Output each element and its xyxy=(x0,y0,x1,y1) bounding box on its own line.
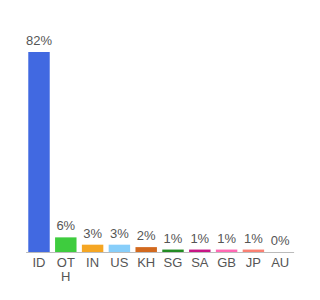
data-label: 3% xyxy=(110,226,129,241)
tick: SG xyxy=(164,255,183,270)
tick-label: OTH xyxy=(57,255,75,284)
tick: US xyxy=(110,255,128,270)
tick: JP xyxy=(246,255,261,270)
bar xyxy=(135,247,156,252)
bars xyxy=(28,52,264,252)
data-labels: 82% 6% 3% 3% 2% 1% 1% 1% 1% 0% xyxy=(26,33,290,248)
tick-label: AU xyxy=(271,255,289,270)
axis-line xyxy=(26,252,294,253)
tick: SA xyxy=(191,255,209,270)
bar xyxy=(82,245,103,252)
chart: 82% 6% 3% 3% 2% 1% 1% 1% 1% 0% ID OTH IN US KH SG SA GB JP… xyxy=(0,0,320,300)
bar xyxy=(109,245,130,252)
data-label: 6% xyxy=(56,218,75,233)
data-label: 82% xyxy=(26,33,52,48)
data-label: 1% xyxy=(244,231,263,246)
tick-label: SA xyxy=(191,255,209,270)
bar xyxy=(243,250,264,252)
tick-label: ID xyxy=(33,255,46,270)
tick: AU xyxy=(271,255,289,270)
data-label: 1% xyxy=(190,231,209,246)
tick: IN xyxy=(86,255,99,270)
data-label: 1% xyxy=(217,231,236,246)
tick-label: US xyxy=(110,255,128,270)
tick-label: KH xyxy=(137,255,155,270)
tick-label: IN xyxy=(86,255,99,270)
bar xyxy=(28,52,49,252)
tick: KH xyxy=(137,255,155,270)
bar xyxy=(189,250,210,252)
tick-label: SG xyxy=(164,255,183,270)
tick-label: GB xyxy=(217,255,236,270)
bar xyxy=(216,250,237,252)
data-label: 0% xyxy=(271,233,290,248)
data-label: 1% xyxy=(164,231,183,246)
data-label: 2% xyxy=(137,228,156,243)
x-axis: ID OTH IN US KH SG SA GB JP AU xyxy=(26,253,294,284)
bar xyxy=(269,252,290,253)
bar xyxy=(162,250,183,252)
tick-label: JP xyxy=(246,255,261,270)
tick: GB xyxy=(217,255,236,270)
data-label: 3% xyxy=(83,226,102,241)
tick: ID xyxy=(33,255,46,270)
tick: OTH xyxy=(57,255,75,284)
bar xyxy=(55,237,76,252)
